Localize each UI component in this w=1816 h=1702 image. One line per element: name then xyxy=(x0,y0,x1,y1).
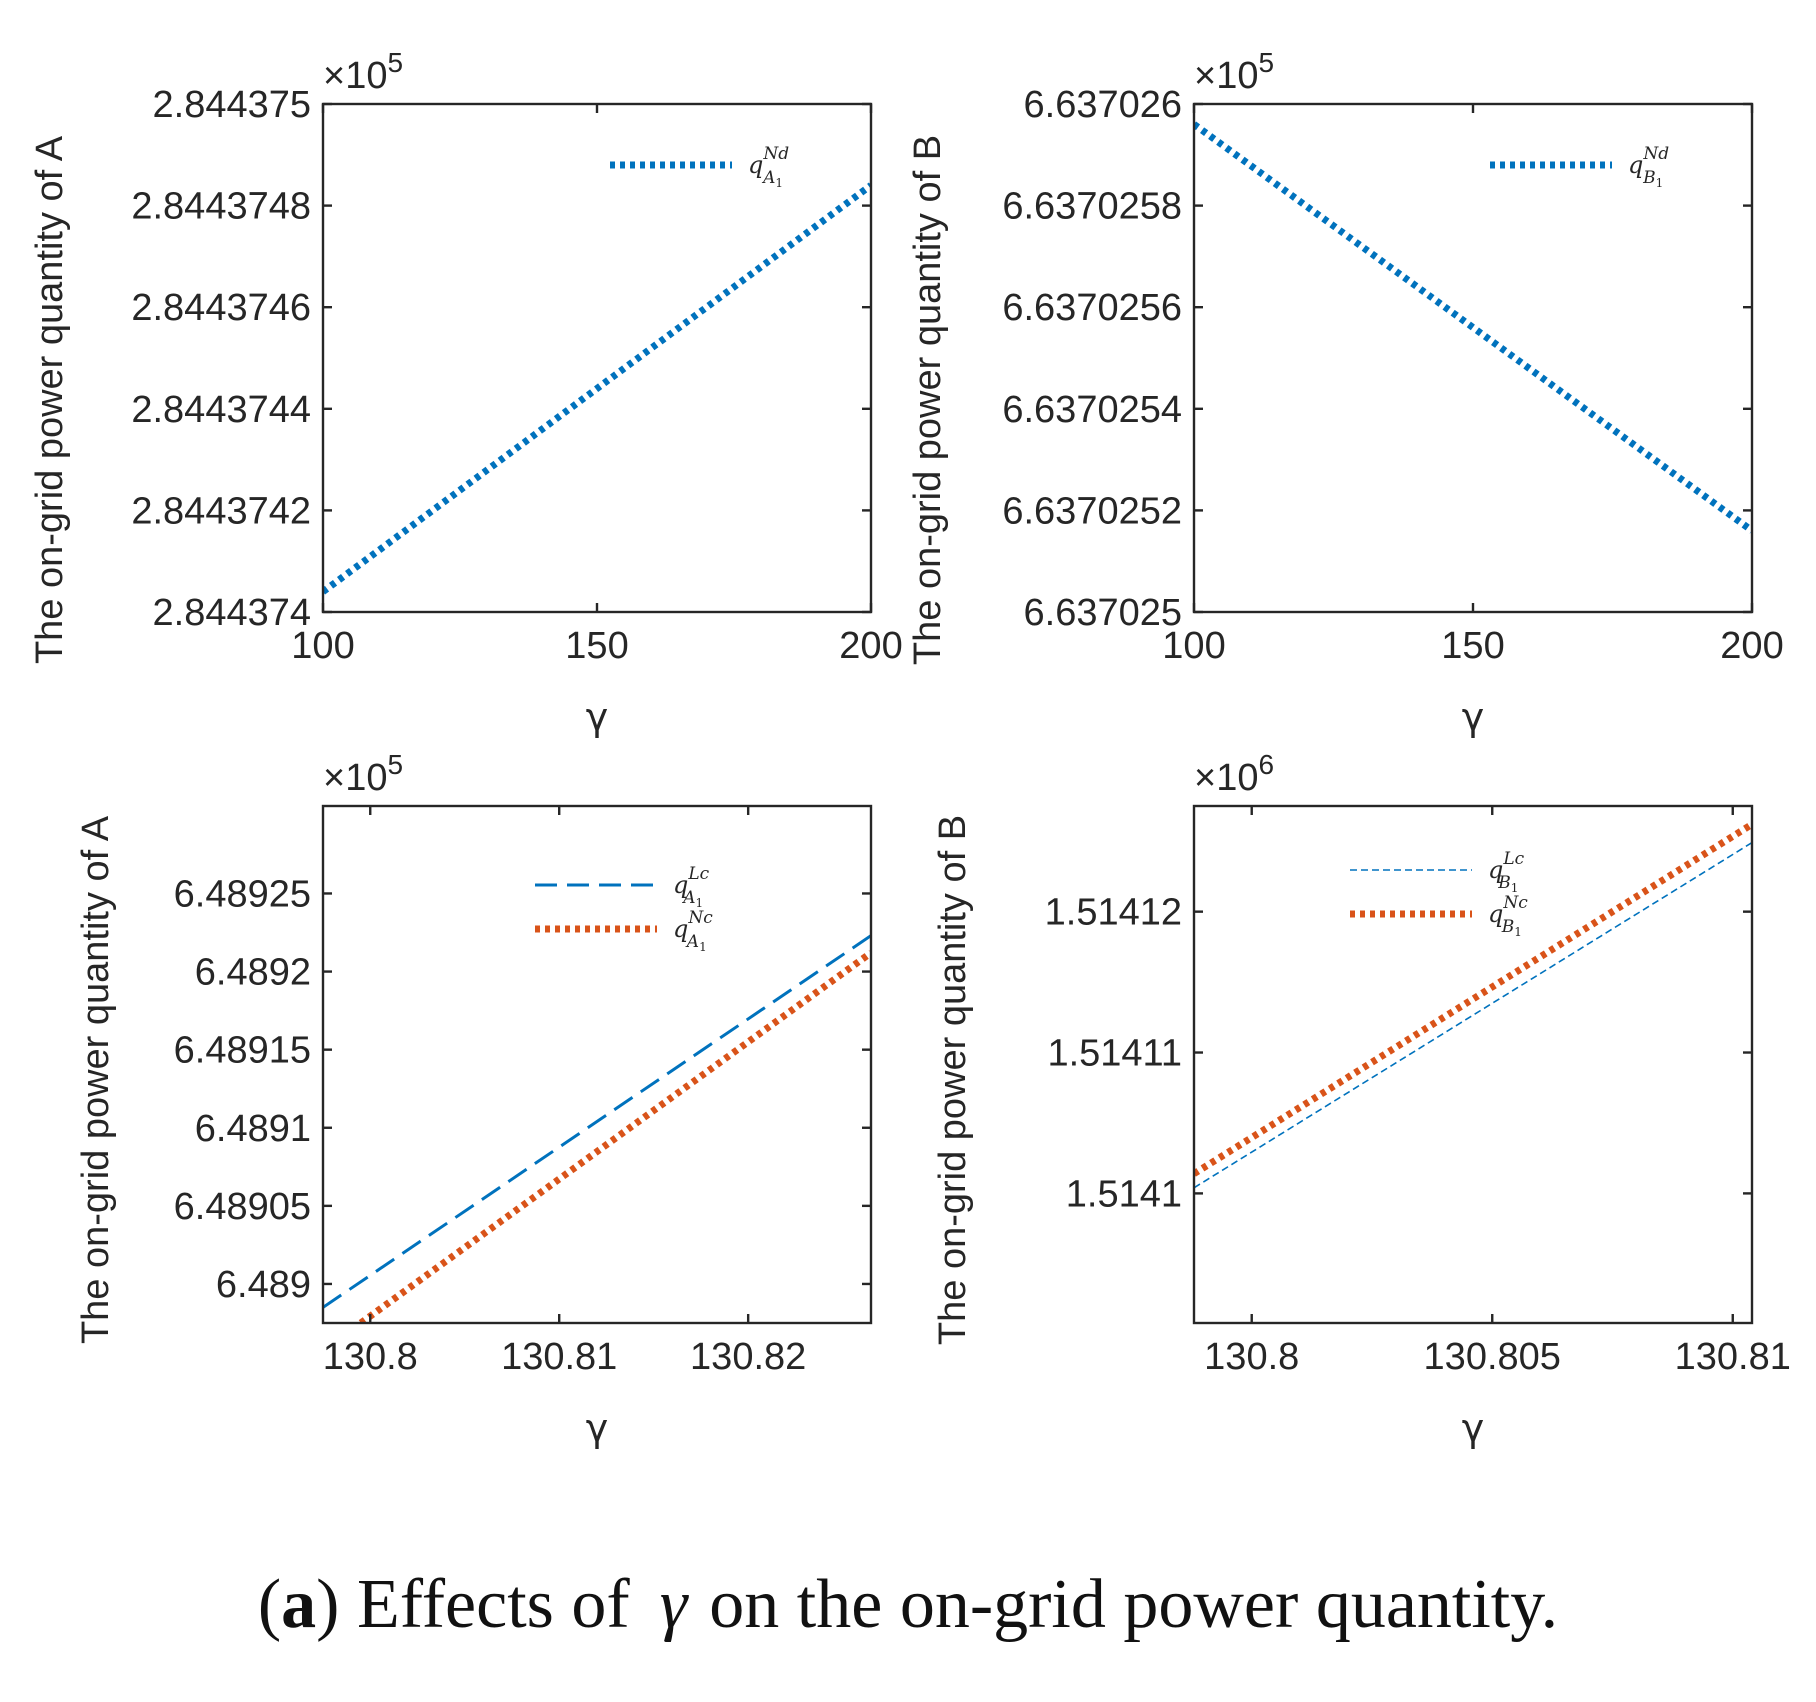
y-tick-label: 6.48915 xyxy=(174,1030,311,1072)
caption-prefix: Effects of xyxy=(356,1566,630,1643)
x-tick-label: 200 xyxy=(1720,625,1783,667)
y-tick-label: 6.48905 xyxy=(174,1186,311,1228)
series-line-4-2 xyxy=(1194,821,1752,1177)
x-tick-label: 130.8 xyxy=(1204,1336,1299,1378)
y-axis-title: The on-grid power quantity of A xyxy=(29,135,71,664)
y-tick-label: 2.844374 xyxy=(153,592,312,634)
series-line-2-1 xyxy=(1194,121,1752,534)
legend-entry: qLc A1 xyxy=(673,864,710,910)
axes-box xyxy=(1192,804,1754,1325)
y-tick-label: 6.489 xyxy=(216,1264,311,1306)
axis-exponent-label: ×105 xyxy=(1194,47,1274,97)
y-tick-label: 6.6370256 xyxy=(1002,287,1182,329)
legend-entry: qNd B1 xyxy=(1628,144,1669,190)
caption-panel-letter: a xyxy=(281,1566,317,1643)
caption-gamma-symbol: γ xyxy=(659,1566,688,1643)
x-axis-title: γ xyxy=(586,1406,609,1450)
y-tick-label: 6.4892 xyxy=(195,952,311,994)
x-tick-label: 150 xyxy=(565,625,628,667)
y-tick-label: 6.637025 xyxy=(1024,592,1183,634)
y-tick-label: 6.6370252 xyxy=(1002,490,1182,532)
legend-entry: qNc B1 xyxy=(1488,893,1528,939)
x-axis-title: γ xyxy=(1462,695,1485,739)
y-tick-label: 6.6370254 xyxy=(1002,389,1182,431)
x-tick-label: 100 xyxy=(1162,625,1225,667)
axis-exponent-power: 6 xyxy=(1258,749,1274,780)
axis-exponent-label: ×105 xyxy=(323,47,403,97)
y-axis-title: The on-grid power quantity of B xyxy=(932,815,974,1345)
axis-exponent-label: ×106 xyxy=(1194,749,1274,799)
y-tick-label: 2.8443744 xyxy=(131,389,311,431)
axis-exponent-power: 5 xyxy=(387,47,403,78)
series-line-3-2 xyxy=(358,949,871,1323)
x-axis-title: γ xyxy=(1462,1406,1485,1450)
x-tick-label: 130.8 xyxy=(323,1336,418,1378)
axis-exponent-label: ×105 xyxy=(323,749,403,799)
x-tick-label: 150 xyxy=(1441,625,1504,667)
y-axis-title: The on-grid power quantity of A xyxy=(75,815,117,1344)
y-tick-label: 2.8443746 xyxy=(131,287,311,329)
axis-exponent-power: 5 xyxy=(387,749,403,780)
x-tick-label: 200 xyxy=(839,625,902,667)
chart-panel-3: 130.8 130.81 130.82 6.489 6.48905 6.4891 6.489… xyxy=(75,749,873,1450)
x-tick-label: 130.82 xyxy=(690,1336,806,1378)
figure-caption: (a) Effects of γ on the on-grid power quan… xyxy=(257,1566,1559,1643)
y-tick-label: 6.637026 xyxy=(1024,84,1183,126)
series-line-1-1 xyxy=(323,182,871,595)
axis-exponent-power: 5 xyxy=(1258,47,1274,78)
x-tick-label: 130.805 xyxy=(1424,1336,1561,1378)
legend-entry: qLc B1 xyxy=(1488,849,1525,895)
series-line-3-1 xyxy=(323,934,871,1309)
axes-box xyxy=(1192,102,1754,614)
chart-panel-4: 130.8 130.805 130.81 1.5141 1.51411 1.51412 ×1… xyxy=(932,749,1791,1450)
y-tick-label: 2.844375 xyxy=(153,84,312,126)
axes-box xyxy=(321,804,873,1325)
legend-entry: qNc A1 xyxy=(673,908,713,954)
y-tick-label: 2.8443742 xyxy=(131,490,311,532)
series-line-4-1 xyxy=(1194,841,1752,1189)
y-tick-label: 2.8443748 xyxy=(131,186,311,228)
legend-entry: qNd A1 xyxy=(748,144,789,190)
y-tick-label: 6.6370258 xyxy=(1002,186,1182,228)
x-tick-label: 130.81 xyxy=(501,1336,617,1378)
y-tick-label: 1.5141 xyxy=(1066,1173,1182,1215)
y-tick-label: 1.51411 xyxy=(1047,1033,1182,1075)
x-tick-label: 130.81 xyxy=(1675,1336,1791,1378)
y-tick-label: 6.4891 xyxy=(195,1108,311,1150)
x-tick-label: 100 xyxy=(291,625,354,667)
x-axis-title: γ xyxy=(586,695,609,739)
chart-panel-1: 100 150 200 2.844374 2.8443742 2.8443744 2.844… xyxy=(29,47,903,739)
chart-panel-2: 100 150 200 6.637025 6.6370252 6.6370254 6.637… xyxy=(907,47,1784,739)
caption-suffix: on the on-grid power quantity. xyxy=(709,1566,1559,1643)
y-tick-label: 6.48925 xyxy=(174,873,311,915)
y-axis-title: The on-grid power quantity of B xyxy=(907,135,949,665)
y-tick-label: 1.51412 xyxy=(1045,892,1182,934)
axes-box xyxy=(321,102,873,614)
